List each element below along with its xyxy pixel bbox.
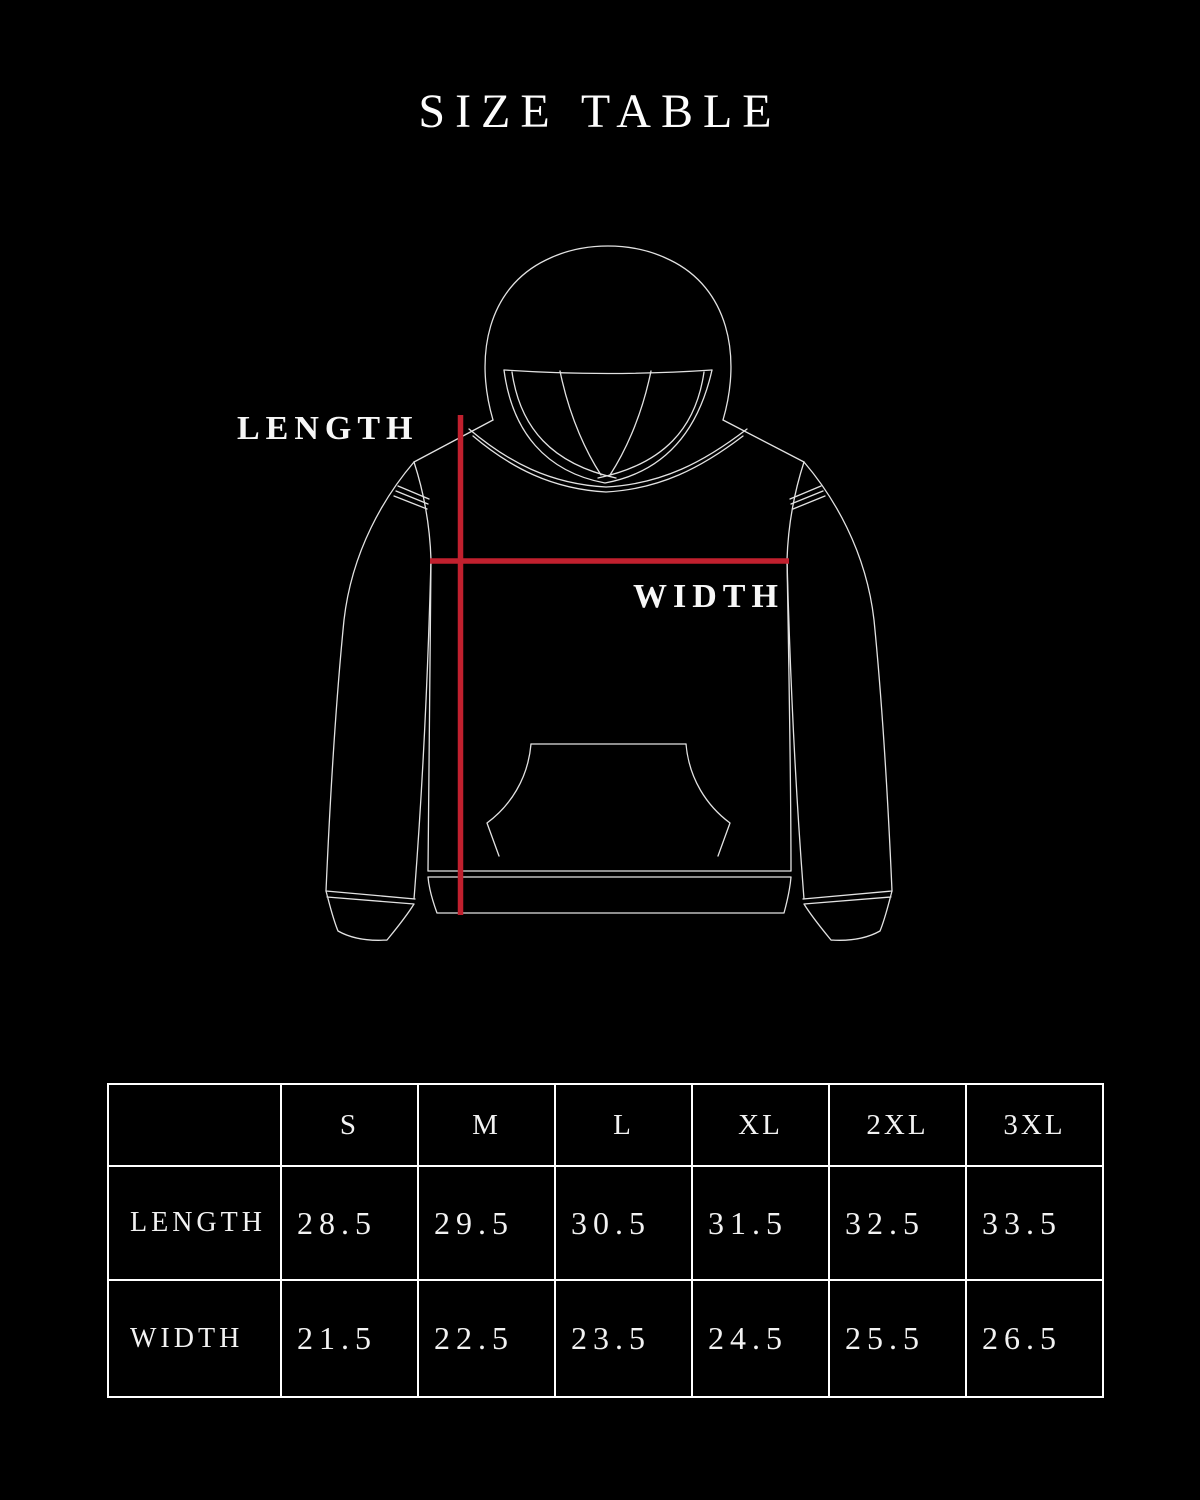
- cuff-right: [802, 890, 893, 941]
- hood-fold-left: [559, 370, 602, 476]
- cuff-left: [325, 890, 416, 941]
- hood-rim-outer: [503, 369, 713, 484]
- collar-seam-outer: [468, 428, 748, 488]
- cell-length-xl: 31.5: [693, 1167, 828, 1279]
- sleeve-outer-left: [325, 461, 415, 892]
- cell-width-2xl: 25.5: [830, 1281, 965, 1396]
- armhole-right: [786, 461, 805, 561]
- shoulder-left: [413, 419, 494, 463]
- row-label-width: WIDTH: [109, 1281, 280, 1396]
- measurement-lines: [430, 415, 789, 915]
- cell-length-s: 28.5: [282, 1167, 417, 1279]
- cell-length-2xl: 32.5: [830, 1167, 965, 1279]
- body-side-right: [786, 559, 792, 872]
- table-header-xl: XL: [693, 1085, 828, 1165]
- stripes-left: [393, 485, 430, 510]
- armhole-left: [413, 461, 432, 561]
- cell-width-xl: 24.5: [693, 1281, 828, 1396]
- hoodie-outline: [325, 245, 893, 941]
- hem-band: [427, 870, 792, 914]
- body-side-left: [427, 559, 432, 872]
- hood-rim-inner-left: [511, 371, 617, 479]
- hood-rim-inner-right: [597, 371, 705, 479]
- width-label: WIDTH: [633, 578, 784, 615]
- cell-length-m: 29.5: [419, 1167, 554, 1279]
- shoulder-right: [722, 419, 805, 463]
- pocket-right: [685, 743, 731, 857]
- collar-seam-inner: [472, 435, 744, 493]
- hood-rim-top: [503, 369, 713, 375]
- cell-width-3xl: 26.5: [967, 1281, 1102, 1396]
- cell-length-3xl: 33.5: [967, 1167, 1102, 1279]
- length-label: LENGTH: [237, 410, 419, 447]
- hood-fold-right: [609, 370, 652, 476]
- table-header-2xl: 2XL: [830, 1085, 965, 1165]
- table-header-l: L: [556, 1085, 691, 1165]
- cell-width-l: 23.5: [556, 1281, 691, 1396]
- stripes-right: [789, 485, 826, 510]
- sleeve-outer-right: [803, 461, 893, 892]
- page-title: SIZE TABLE: [418, 85, 782, 138]
- table-corner-cell: [109, 1085, 280, 1165]
- cell-width-m: 22.5: [419, 1281, 554, 1396]
- sleeve-inner-left: [413, 559, 432, 900]
- row-label-length: LENGTH: [109, 1167, 280, 1279]
- table-header-3xl: 3XL: [967, 1085, 1102, 1165]
- cell-length-l: 30.5: [556, 1167, 691, 1279]
- size-table: S M L XL 2XL 3XL LENGTH 28.5 29.5 30.5 3…: [107, 1083, 1104, 1398]
- table-header-m: M: [419, 1085, 554, 1165]
- cell-width-s: 21.5: [282, 1281, 417, 1396]
- hood-dome: [484, 245, 732, 421]
- table-header-s: S: [282, 1085, 417, 1165]
- pocket-left: [486, 743, 532, 857]
